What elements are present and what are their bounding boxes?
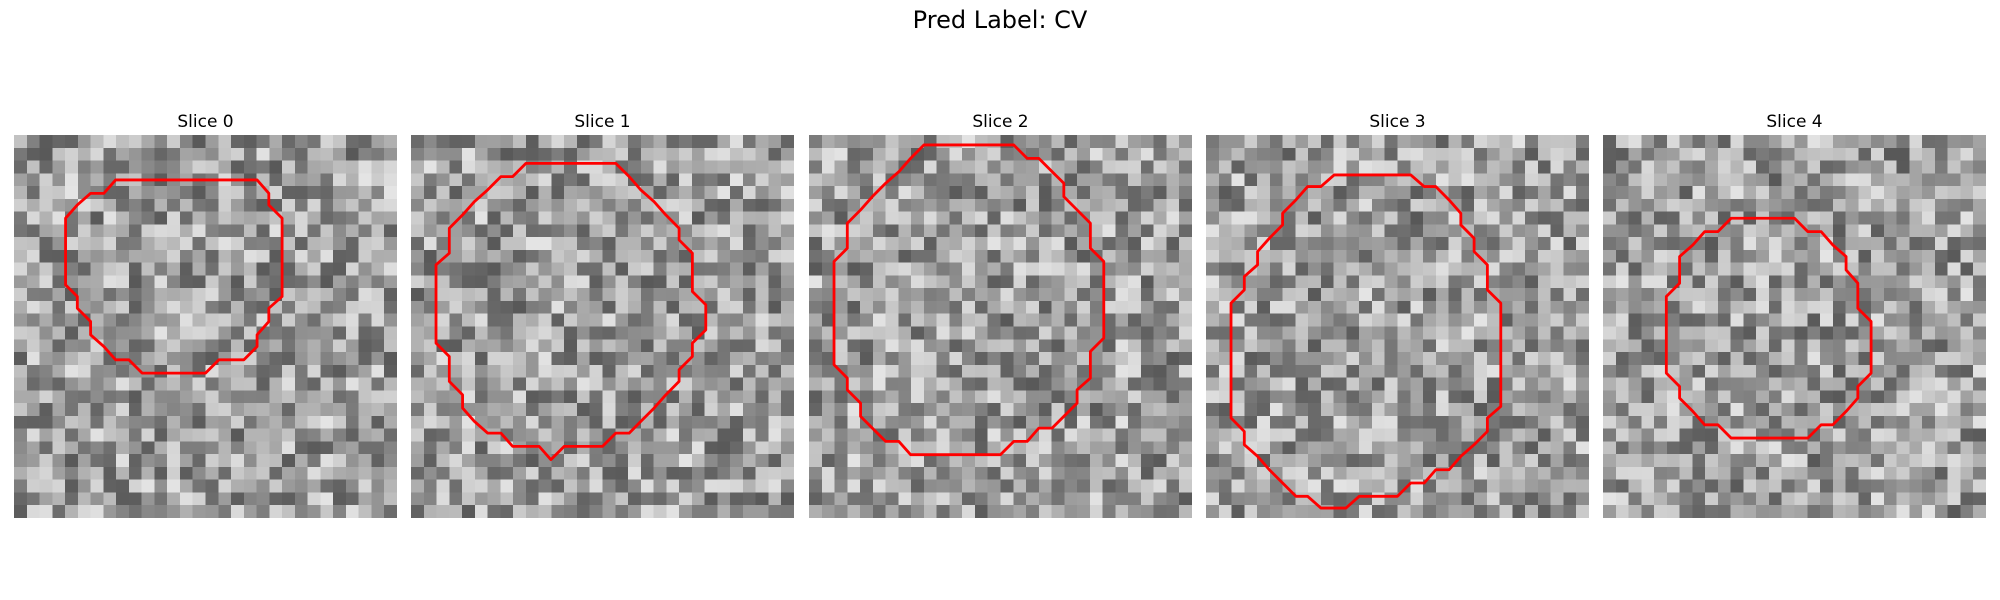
slice-panel-4: Slice 4 bbox=[1603, 110, 1986, 518]
slice-image bbox=[14, 135, 397, 518]
prediction-contour bbox=[832, 143, 1106, 457]
slice-image bbox=[411, 135, 794, 518]
figure-title: Pred Label: CV bbox=[912, 6, 1088, 34]
prediction-contour bbox=[1229, 173, 1503, 510]
slice-title: Slice 1 bbox=[574, 112, 631, 132]
slice-title: Slice 4 bbox=[1766, 112, 1823, 132]
prediction-contour bbox=[434, 161, 708, 462]
slice-panel-2: Slice 2 bbox=[809, 110, 1192, 518]
slice-title: Slice 2 bbox=[972, 112, 1029, 132]
slice-panel-1: Slice 1 bbox=[411, 110, 794, 518]
slice-title: Slice 0 bbox=[177, 112, 234, 132]
slice-panel-3: Slice 3 bbox=[1206, 110, 1589, 518]
prediction-contour bbox=[1664, 216, 1873, 440]
slice-image bbox=[809, 135, 1192, 518]
slice-panel-0: Slice 0 bbox=[14, 110, 397, 518]
prediction-contour bbox=[64, 178, 284, 375]
slice-image bbox=[1603, 135, 1986, 518]
slice-title: Slice 3 bbox=[1369, 112, 1426, 132]
slice-image bbox=[1206, 135, 1589, 518]
